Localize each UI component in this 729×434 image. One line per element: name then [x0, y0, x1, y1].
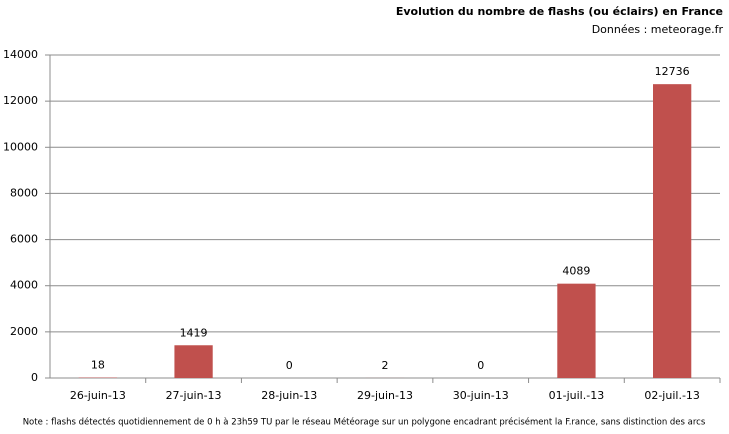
x-tick-label: 27-juin-13 [166, 389, 222, 402]
bar [557, 283, 596, 378]
y-tick-label: 0 [31, 371, 38, 384]
x-tick-label: 01-juil.-13 [549, 389, 605, 402]
data-label: 12736 [655, 65, 690, 78]
y-tick-label: 4000 [10, 279, 38, 292]
data-label: 1419 [180, 326, 208, 339]
x-tick-label: 28-juin-13 [261, 389, 317, 402]
chart-title: Evolution du nombre de flashs (ou éclair… [396, 5, 723, 18]
y-tick-label: 10000 [3, 140, 38, 153]
y-tick-label: 6000 [10, 233, 38, 246]
bar [653, 84, 692, 378]
data-label: 0 [477, 359, 484, 372]
chart-note: Note : flashs détectés quotidiennement d… [23, 417, 706, 428]
y-tick-label: 12000 [3, 94, 38, 107]
data-label: 0 [286, 359, 293, 372]
data-label: 18 [91, 359, 105, 372]
x-tick-label: 29-juin-13 [357, 389, 413, 402]
bar [174, 345, 213, 378]
y-tick-label: 8000 [10, 186, 38, 199]
chart-subtitle: Données : meteorage.fr [592, 23, 724, 36]
data-label: 2 [382, 359, 389, 372]
y-tick-label: 2000 [10, 325, 38, 338]
x-tick-label: 30-juin-13 [453, 389, 509, 402]
y-tick-label: 14000 [3, 48, 38, 61]
x-tick-label: 26-juin-13 [70, 389, 126, 402]
data-label: 4089 [562, 265, 590, 278]
x-tick-label: 02-juil.-13 [644, 389, 700, 402]
